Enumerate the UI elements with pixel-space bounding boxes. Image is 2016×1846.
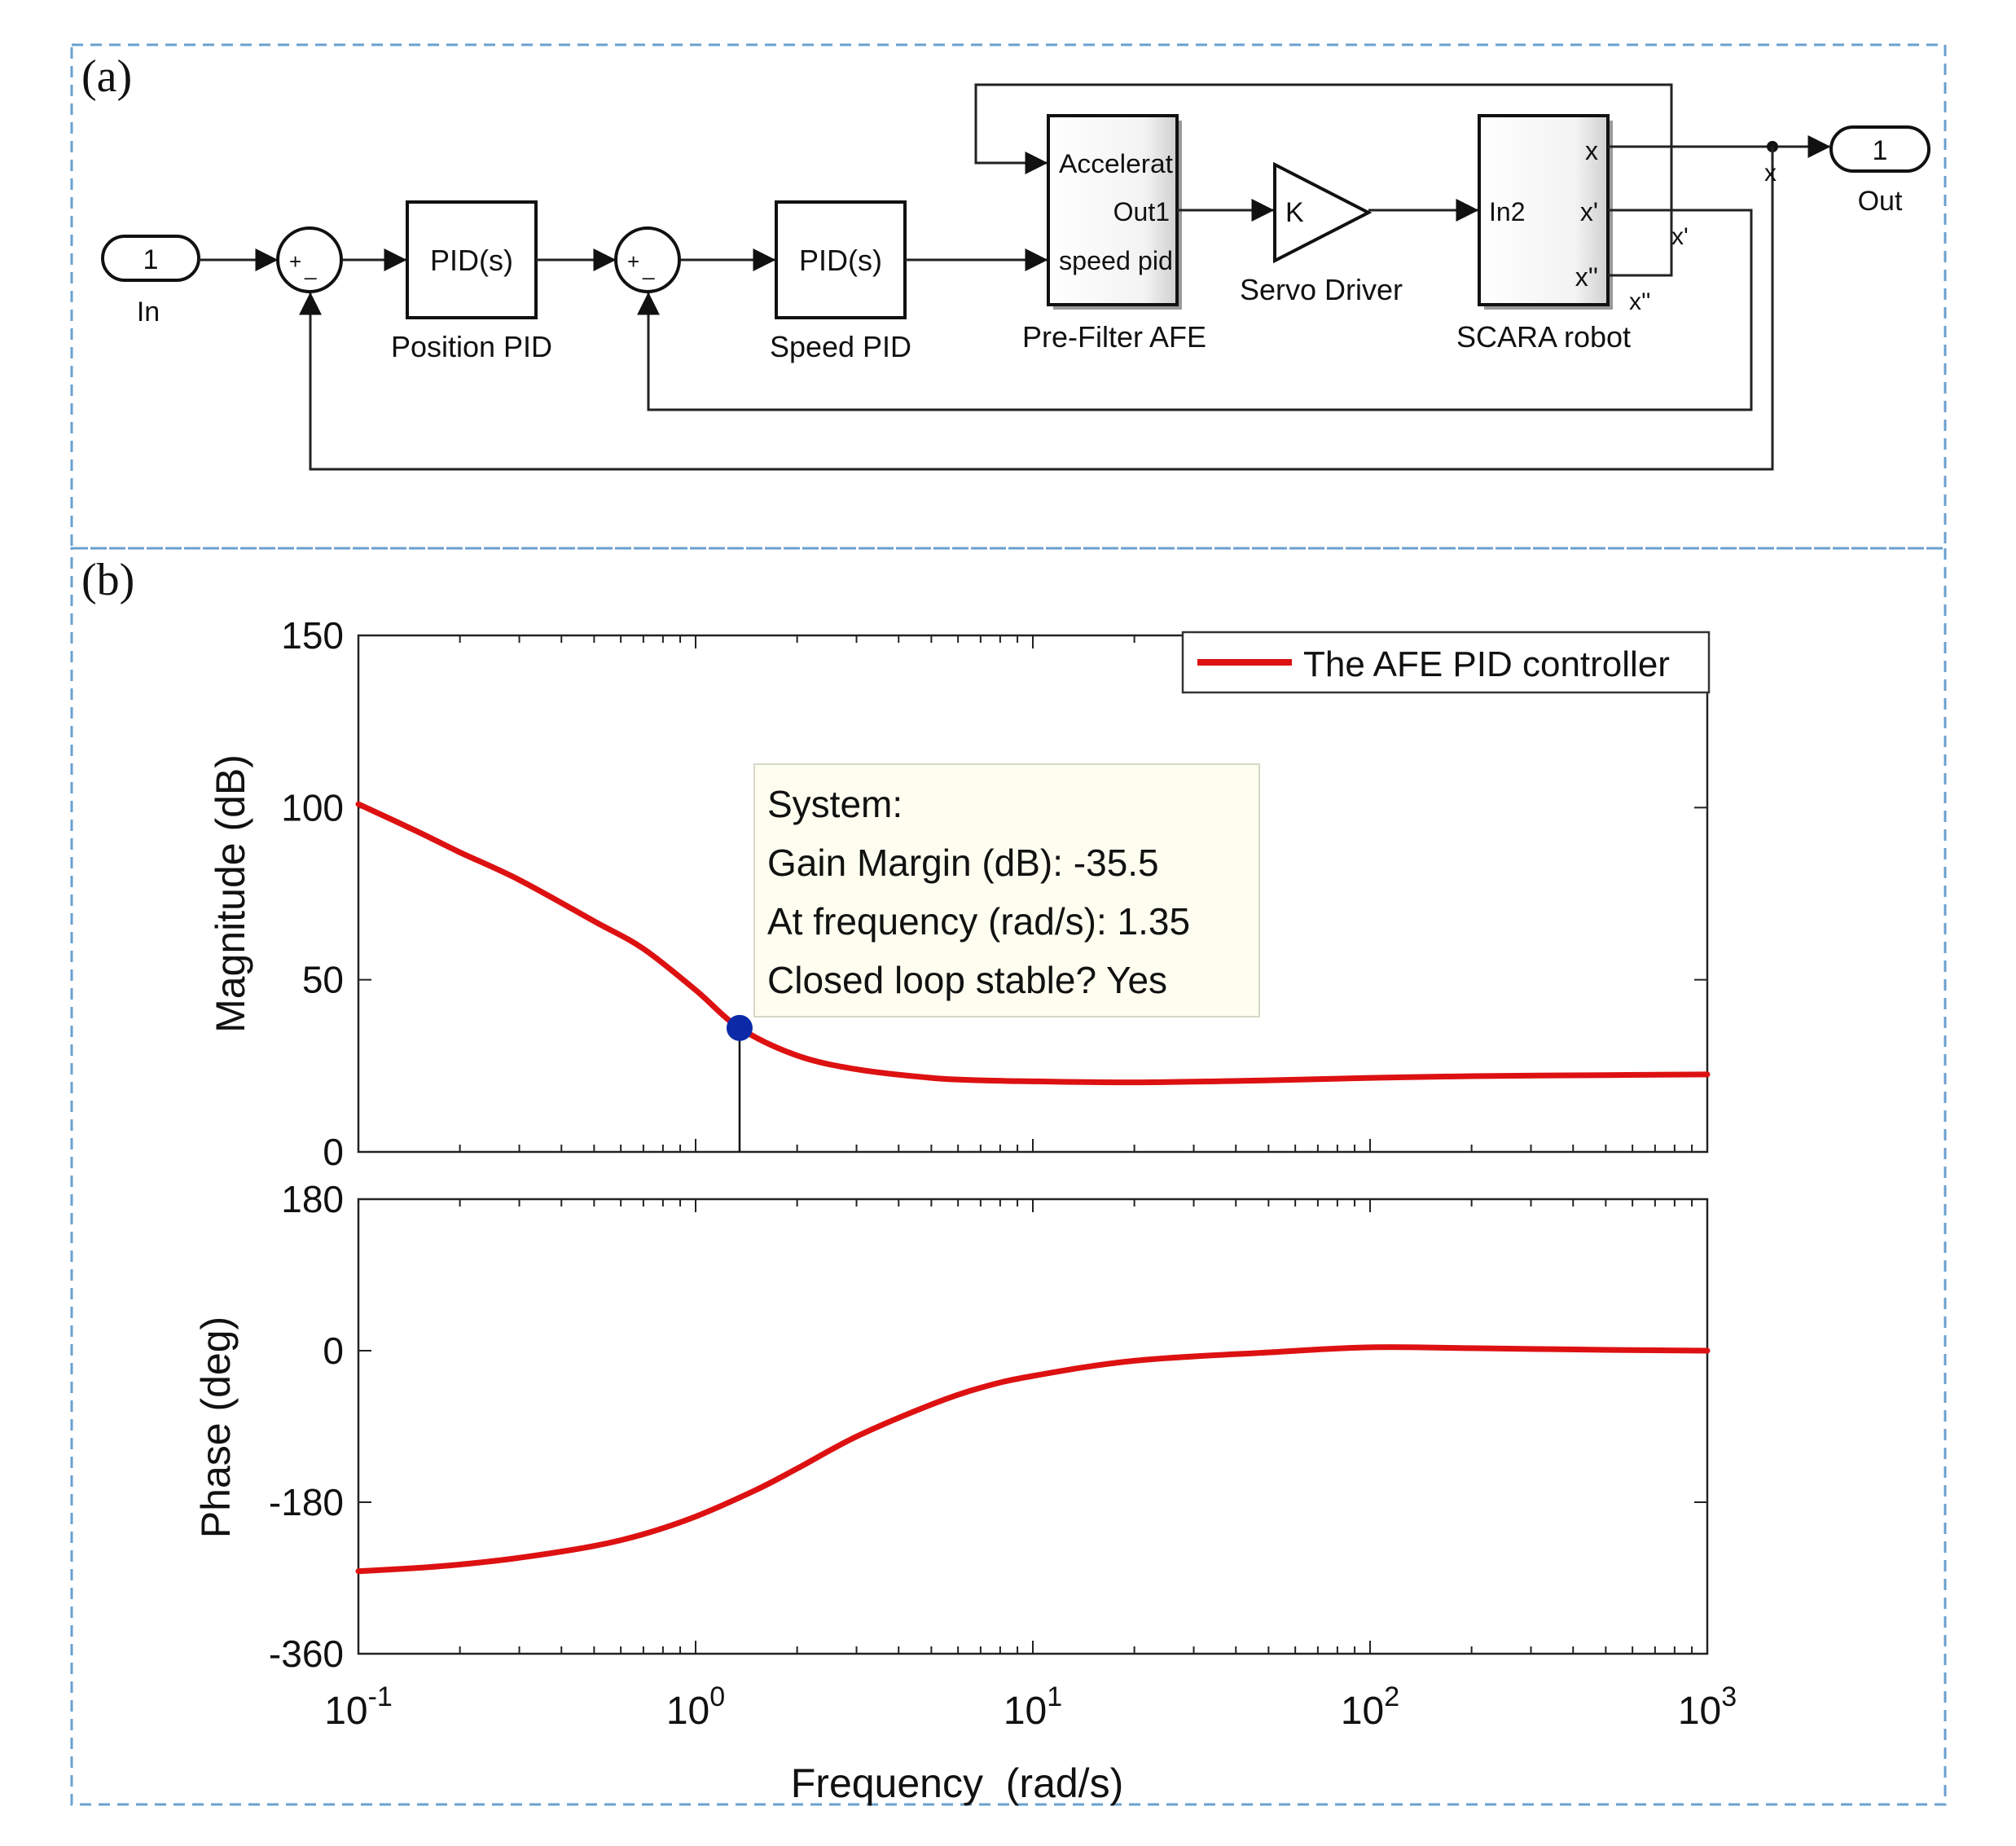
robot-name: SCARA robot [1456,320,1631,354]
prefilter-port-speed: speed pid [1059,246,1173,275]
x-tick-label: 10-1 [324,1681,393,1733]
datatip: System: Gain Margin (dB): -35.5 At frequ… [753,763,1260,1017]
sum1-plus: + [289,249,301,274]
gain-name: Servo Driver [1240,273,1403,306]
sum1-minus: _ [304,256,317,280]
magnitude-curve [355,801,1711,1086]
y-tick-label: 0 [323,1131,344,1173]
robot-port-x: x [1585,136,1598,165]
datatip-line-4: Closed loop stable? Yes [767,959,1167,1001]
signal-x-label: x [1764,160,1777,187]
sum-block-1[interactable]: + _ [276,226,343,293]
prefilter-name: Pre-Filter AFE [1022,320,1206,354]
y-tick-label: 180 [281,1178,344,1220]
panel-b-frame [70,547,1947,1806]
inport-number: 1 [143,244,159,275]
phase-ylabel: Phase (deg) [193,1316,239,1538]
y-tick-label: -180 [269,1481,344,1523]
position-pid-name: Position PID [391,330,552,363]
prefilter-port-out: Out1 [1113,197,1170,226]
gain-margin-marker[interactable] [726,1014,753,1041]
outport-out[interactable]: 1 Out [1829,125,1930,217]
legend-label: The AFE PID controller [1303,644,1670,684]
speed-pid-text: PID(s) [799,244,882,277]
inport-in[interactable]: 1 In [101,235,200,327]
magnitude-ytick-labels: 0 50 100 150 [281,614,344,1173]
phase-ticks [358,1198,1707,1655]
legend[interactable]: The AFE PID controller [1181,631,1711,694]
outport-name: Out [1858,186,1903,217]
robot-port-xp: x' [1580,197,1598,226]
sum2-minus: _ [642,256,655,280]
prefilter-afe-block[interactable]: Accelerat Out1 speed pid Pre-Filter AFE [1022,114,1206,354]
position-pid-block[interactable]: PID(s) Position PID [391,200,552,363]
phase-ytick-labels: -360 -180 0 180 [269,1178,344,1675]
signal-xpp-label: x'' [1629,288,1650,315]
magnitude-plot: 0 50 100 150 Magnitude (dB) System: Gain Ma… [208,614,1711,1173]
phase-axes-frame [357,1198,1709,1655]
y-tick-label: 0 [323,1330,344,1372]
signal-lines [199,83,1831,471]
inport-name: In [137,297,160,327]
sum-block-2[interactable]: + _ [614,226,681,293]
panel-b-label: (b) [81,555,134,605]
speed-pid-name: Speed PID [770,330,911,363]
x-tick-label: 103 [1678,1681,1737,1733]
x-tick-label: 102 [1341,1681,1399,1733]
gain-text: K [1285,197,1304,228]
outport-number: 1 [1873,135,1888,166]
x-tick-label: 100 [666,1681,725,1733]
phase-xtick-labels: 10-1 100 101 102 103 [324,1681,1737,1733]
phase-plot: -360 -180 0 180 10-1 100 101 102 103 Phase (deg… [193,1178,1737,1806]
robot-port-xpp: x'' [1575,262,1598,292]
phase-curve [355,1344,1711,1575]
datatip-line-1: System: [767,783,903,825]
y-tick-label: 50 [302,959,344,1001]
datatip-line-3: At frequency (rad/s): 1.35 [767,900,1190,943]
datatip-line-2: Gain Margin (dB): -35.5 [767,842,1159,884]
y-tick-label: 100 [281,786,344,829]
robot-port-in: In2 [1489,197,1525,226]
servo-driver-gain[interactable]: K Servo Driver [1240,161,1403,306]
x-tick-label: 101 [1004,1681,1062,1733]
scara-robot-block[interactable]: In2 x x' x'' SCARA robot [1456,114,1631,354]
panel-a-label: (a) [81,51,132,102]
y-tick-label: -360 [269,1633,344,1675]
sum2-plus: + [627,249,639,274]
prefilter-port-accel: Accelerat [1059,149,1173,178]
magnitude-ylabel: Magnitude (dB) [208,754,253,1033]
speed-pid-block[interactable]: PID(s) Speed PID [770,200,911,363]
signal-xp-label: x' [1671,223,1689,250]
y-tick-label: 150 [281,614,344,657]
position-pid-text: PID(s) [430,244,513,277]
panel-a-frame [70,43,1947,550]
frequency-xlabel: Frequency (rad/s) [791,1760,1123,1806]
